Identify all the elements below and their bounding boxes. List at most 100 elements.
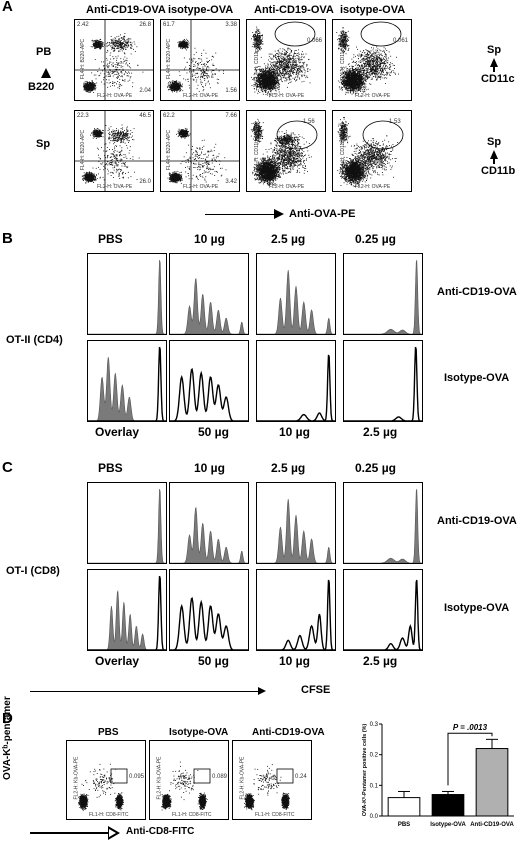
panel-c-letter: C <box>2 459 13 476</box>
dotplot-yaxis-name: FL4-H: B220-APC <box>166 130 172 170</box>
histogram-plot <box>169 340 249 422</box>
quadrant-value: 26.0 <box>139 179 151 185</box>
panel-a-dotplot: FL2-H: OVA-PE FL4-H: CD11c-APC 0.061 <box>332 19 412 101</box>
panel-b-right-label-2: Isotype-OVA <box>444 372 509 384</box>
histogram-plot <box>343 482 423 564</box>
gate-value: 0.24 <box>295 774 307 780</box>
panel-a-right-marker-1: CD11c <box>481 73 515 85</box>
dotplot-yaxis-name: FL4-H: CD11b-APC <box>340 128 346 172</box>
panel-d-dotplot: 0.095 FL1-H: CD8-FITC FL2-H: Kb-OVA-PE <box>66 740 146 820</box>
dotplot-yaxis-name: FL4-H: B220-APC <box>166 39 172 79</box>
quadrant-value: 1.56 <box>225 88 237 94</box>
histogram-bottom-label: 10 µg <box>279 654 310 668</box>
quadrant-value: 3.42 <box>225 179 237 185</box>
quadrant-value: 2.42 <box>77 22 89 28</box>
dotplot-xaxis-name: FL2-H: OVA-PE <box>355 184 390 190</box>
dotplot-yaxis-name: FL4-H: B220-APC <box>80 130 86 170</box>
panel-a-dotplot: FL2-H: OVA-PE FL4-H: CD11c-APC 0.066 <box>246 19 326 101</box>
panel-a-row-label-pb: PB <box>36 46 51 58</box>
histogram-col-header: PBS <box>98 461 123 475</box>
histogram-col-header: 10 µg <box>194 232 225 246</box>
histogram-bottom-label: Overlay <box>95 654 139 668</box>
bar-0 <box>387 797 421 817</box>
histogram-plot <box>343 340 423 422</box>
histogram-col-header: PBS <box>98 232 123 246</box>
panel-a-row-label-sp: Sp <box>36 138 50 150</box>
histogram-plot <box>87 253 167 335</box>
histogram-plot <box>343 569 423 651</box>
bar-category-label: Isotype-OVA <box>430 822 466 828</box>
histogram-plot <box>87 569 167 651</box>
panel-b-right-label-1: Anti-CD19-OVA <box>437 286 517 298</box>
panel-a-dotplot: FL2-H: OVA-PE FL4-H: B220-APC 61.7 3.38 1.56 <box>160 19 240 101</box>
quadrant-value: 22.3 <box>77 113 89 119</box>
dotplot-xaxis-name: FL2-H: OVA-PE <box>97 93 132 99</box>
dotplot-xaxis-name: FL2-H: OVA-PE <box>355 93 390 99</box>
histogram-bottom-label: 10 µg <box>279 425 310 439</box>
bar-chart-y-tick-label: 0.1 <box>370 783 379 789</box>
gate-value: 1.56 <box>303 119 315 125</box>
panel-a-col-header: Anti-CD19-OVA <box>254 4 334 16</box>
quadrant-value: 62.2 <box>163 113 175 119</box>
histogram-col-header: 2.5 µg <box>271 232 305 246</box>
panel-d-yaxis-label: OVA-Kᵇ-pentamer <box>2 696 13 780</box>
histogram-plot <box>256 569 336 651</box>
bar-2 <box>475 748 509 817</box>
dotplot-yaxis-name: FL4-H: CD11c-APC <box>340 37 346 81</box>
panel-d-xaxis-label: Anti-CD8-FITC <box>126 826 194 837</box>
panel-a-dotplot: FL2-H: OVA-PE FL4-H: B220-APC 2.42 26.8 2.04 <box>74 19 154 101</box>
dotplot-xaxis-name: FL2-H: OVA-PE <box>269 184 304 190</box>
gate-value: 0.095 <box>129 774 144 780</box>
panel-a-yaxis-label: B220 <box>28 81 54 93</box>
panel-d-col-header: PBS <box>98 727 119 738</box>
dotplot-xaxis-name: FL2-H: OVA-PE <box>183 184 218 190</box>
bar-1 <box>431 794 465 817</box>
panel-d-col-header: Isotype-OVA <box>169 727 228 738</box>
panel-a-dotplot: FL2-H: OVA-PE FL4-H: CD11b-APC 1.56 <box>246 110 326 192</box>
histogram-plot <box>256 482 336 564</box>
quadrant-value: 2.04 <box>139 88 151 94</box>
histogram-bottom-label: 50 µg <box>198 654 229 668</box>
histogram-col-header: 0.25 µg <box>355 461 396 475</box>
histogram-plot <box>87 340 167 422</box>
histogram-plot <box>169 253 249 335</box>
panel-b-letter: B <box>2 230 13 247</box>
bar-chart-y-tick-label: 0.0 <box>370 814 379 820</box>
panel-a-xaxis-label: Anti-OVA-PE <box>289 208 355 220</box>
histogram-bottom-label: 2.5 µg <box>363 654 397 668</box>
quadrant-value: 61.7 <box>163 22 175 28</box>
dotplot-xaxis-name: FL1-H: CD8-FITC <box>255 812 294 818</box>
dotplot-xaxis-name: FL1-H: CD8-FITC <box>172 812 211 818</box>
anti-ova-pe-arrow-icon <box>274 209 284 219</box>
histogram-plot <box>256 340 336 422</box>
histogram-plot <box>169 482 249 564</box>
histogram-plot <box>87 482 167 564</box>
dotplot-xaxis-name: FL2-H: OVA-PE <box>97 184 132 190</box>
panel-d-dotplot: 0.089 FL1-H: CD8-FITC FL2-H: Kb-OVA-PE <box>149 740 229 820</box>
quadrant-value: 7.66 <box>225 113 237 119</box>
dotplot-xaxis-name: FL2-H: OVA-PE <box>269 93 304 99</box>
panel-d-col-header: Anti-CD19-OVA <box>252 727 325 738</box>
histogram-bottom-label: Overlay <box>95 425 139 439</box>
dotplot-xaxis-name: FL2-H: OVA-PE <box>183 93 218 99</box>
cd11b-arrow-icon <box>490 150 498 159</box>
panel-c-right-label-1: Anti-CD19-OVA <box>437 515 517 527</box>
panel-a-dotplot: FL2-H: OVA-PE FL4-H: B220-APC 62.2 7.66 3.42 <box>160 110 240 192</box>
bar-category-label: PBS <box>398 822 410 828</box>
panel-a-right-tissue-2: Sp <box>487 136 501 148</box>
dotplot-yaxis-name: FL4-H: B220-APC <box>80 39 86 79</box>
panel-b-left-label: OT-II (CD4) <box>6 334 63 346</box>
gate-value: 0.061 <box>393 38 408 44</box>
dotplot-yaxis-name: FL2-H: Kb-OVA-PE <box>156 757 162 800</box>
panel-a-col-header: Anti-CD19-OVA <box>86 4 166 16</box>
histogram-col-header: 0.25 µg <box>355 232 396 246</box>
bar-chart-y-tick-label: 0.2 <box>370 753 379 759</box>
p-value-label: P = .0013 <box>453 723 488 732</box>
gate-value: 1.53 <box>389 119 401 125</box>
panel-c-left-label: OT-I (CD8) <box>6 565 60 577</box>
bar-category-label: Anti-CD19-OVA <box>470 822 514 828</box>
panel-d-dotplot: 0.24 FL1-H: CD8-FITC FL2-H: Kb-OVA-PE <box>232 740 312 820</box>
cd11c-arrow-icon <box>490 58 498 67</box>
histogram-plot <box>256 253 336 335</box>
gate-value: 0.089 <box>212 774 227 780</box>
